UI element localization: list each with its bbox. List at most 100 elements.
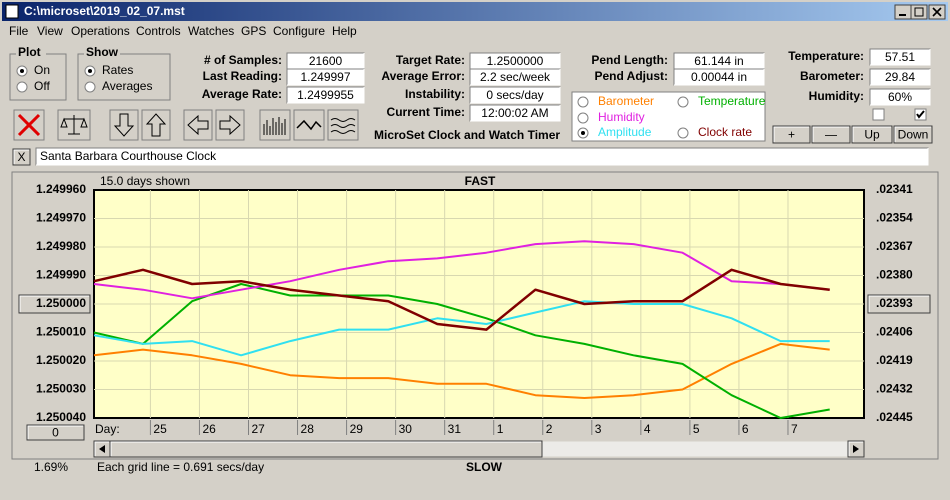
offset-button[interactable] — [26, 424, 85, 441]
field-bevel — [870, 49, 931, 66]
field-label: Last Reading: — [203, 69, 282, 83]
x-tick-label: 30 — [399, 422, 413, 436]
minimize-button[interactable] — [894, 4, 912, 20]
button-bevel — [110, 441, 541, 456]
field-label: Average Rate: — [202, 87, 282, 101]
radio-button[interactable] — [16, 81, 28, 93]
toolbar-button[interactable] — [109, 109, 139, 141]
x-tick-label: 31 — [448, 422, 462, 436]
scroll-thumb[interactable] — [109, 440, 543, 458]
button-bevel — [852, 126, 891, 142]
menu-item[interactable]: Operations — [71, 24, 130, 38]
clear-icon — [17, 113, 41, 137]
left-arrow-icon — [187, 114, 209, 136]
clock-name: Santa Barbara Courthouse Clock — [40, 149, 217, 163]
y2-tick-label: .02406 — [876, 325, 913, 339]
x-tick-label: 2 — [546, 422, 553, 436]
series-line — [93, 240, 830, 300]
waves-icon — [330, 118, 356, 134]
field-label: Temperature: — [788, 49, 864, 63]
menu-item[interactable]: Controls — [136, 24, 181, 38]
field-value: 61.144 in — [694, 54, 743, 68]
radio-button[interactable] — [84, 81, 96, 93]
x-tick-label: 25 — [153, 422, 167, 436]
menu-item[interactable]: File — [9, 24, 29, 38]
title-bar — [2, 2, 948, 21]
y-tick-label: 1.250000 — [36, 296, 86, 310]
y2-tick-label: .02380 — [876, 268, 913, 282]
clear-name-button[interactable] — [12, 148, 31, 166]
button-bevel — [13, 149, 29, 164]
menu-item[interactable]: Configure — [273, 24, 325, 38]
field-value: 29.84 — [885, 70, 915, 84]
radio-label: Off — [34, 79, 50, 93]
reference-button-right[interactable] — [867, 294, 931, 314]
button-bevel — [848, 441, 863, 456]
checkbox[interactable] — [872, 108, 885, 121]
x-tick-label: 6 — [742, 422, 749, 436]
series-line — [93, 283, 830, 419]
group-box — [77, 53, 171, 101]
legend-radio[interactable] — [677, 96, 689, 108]
x-tick-label: 5 — [693, 422, 700, 436]
footnote: Each grid line = 0.691 secs/day — [97, 460, 264, 474]
legend-radio[interactable] — [677, 127, 689, 139]
x-tick-label: 26 — [202, 422, 216, 436]
field-label: Pend Length: — [591, 53, 668, 67]
y-tick-label: 1.249980 — [36, 239, 86, 253]
balance-icon — [60, 115, 88, 135]
legend-label: Barometer — [598, 94, 654, 108]
series-line — [93, 268, 830, 331]
field-label: Target Rate: — [396, 53, 465, 67]
series-line — [93, 300, 830, 357]
button-bevel — [812, 126, 849, 142]
legend-radio[interactable] — [577, 112, 589, 124]
y2-tick-label: .02341 — [876, 182, 913, 196]
y2-tick-label: .02393 — [876, 296, 913, 310]
field-label: Barometer: — [800, 69, 864, 83]
x-tick-label: 27 — [251, 422, 265, 436]
control-button[interactable] — [811, 125, 851, 144]
field-label: Instability: — [405, 87, 465, 101]
maximize-icon — [914, 7, 924, 17]
field-value: 60% — [888, 90, 912, 104]
legend-radio[interactable] — [577, 96, 589, 108]
group-title: Show — [86, 45, 119, 59]
app-icon — [5, 4, 19, 19]
x-axis-label: Day: — [95, 422, 120, 436]
legend-label: Amplitude — [598, 125, 652, 139]
field-value: 0 secs/day — [486, 88, 543, 102]
field-label: Pend Adjust: — [594, 69, 668, 83]
field-label: Current Time: — [387, 105, 465, 119]
check-mark — [916, 110, 925, 119]
offset-button-label: 0 — [52, 426, 59, 440]
y2-tick-label: .02445 — [876, 410, 913, 424]
up-arrow-icon — [145, 113, 167, 137]
days-shown: 15.0 days shown — [100, 174, 190, 188]
status: 1.69% — [34, 460, 68, 474]
legend-label: Temperature — [698, 94, 766, 108]
menu-item[interactable]: GPS — [241, 24, 266, 38]
reference-button[interactable] — [18, 294, 91, 314]
field-label: Humidity: — [809, 89, 864, 103]
field-bevel — [287, 69, 365, 86]
field-label: # of Samples: — [204, 53, 282, 67]
control-button[interactable] — [772, 125, 811, 144]
control-button-label: Down — [898, 128, 929, 142]
maximize-button[interactable] — [910, 4, 928, 20]
x-tick-label: 7 — [791, 422, 798, 436]
y-tick-label: 1.250020 — [36, 353, 86, 367]
control-button[interactable] — [851, 125, 893, 144]
menu-item[interactable]: View — [37, 24, 63, 38]
y2-tick-label: .02419 — [876, 353, 913, 367]
control-button[interactable] — [893, 125, 933, 144]
menu-item[interactable]: Help — [332, 24, 357, 38]
radio-dot — [88, 69, 92, 73]
toolbar-button[interactable] — [141, 109, 171, 141]
scroll-left-arrow — [99, 445, 105, 453]
legend-label: Clock rate — [698, 125, 752, 139]
radio-label: Averages — [102, 79, 152, 93]
field-value: 12:00:02 AM — [481, 106, 548, 120]
menu-item[interactable]: Watches — [188, 24, 234, 38]
